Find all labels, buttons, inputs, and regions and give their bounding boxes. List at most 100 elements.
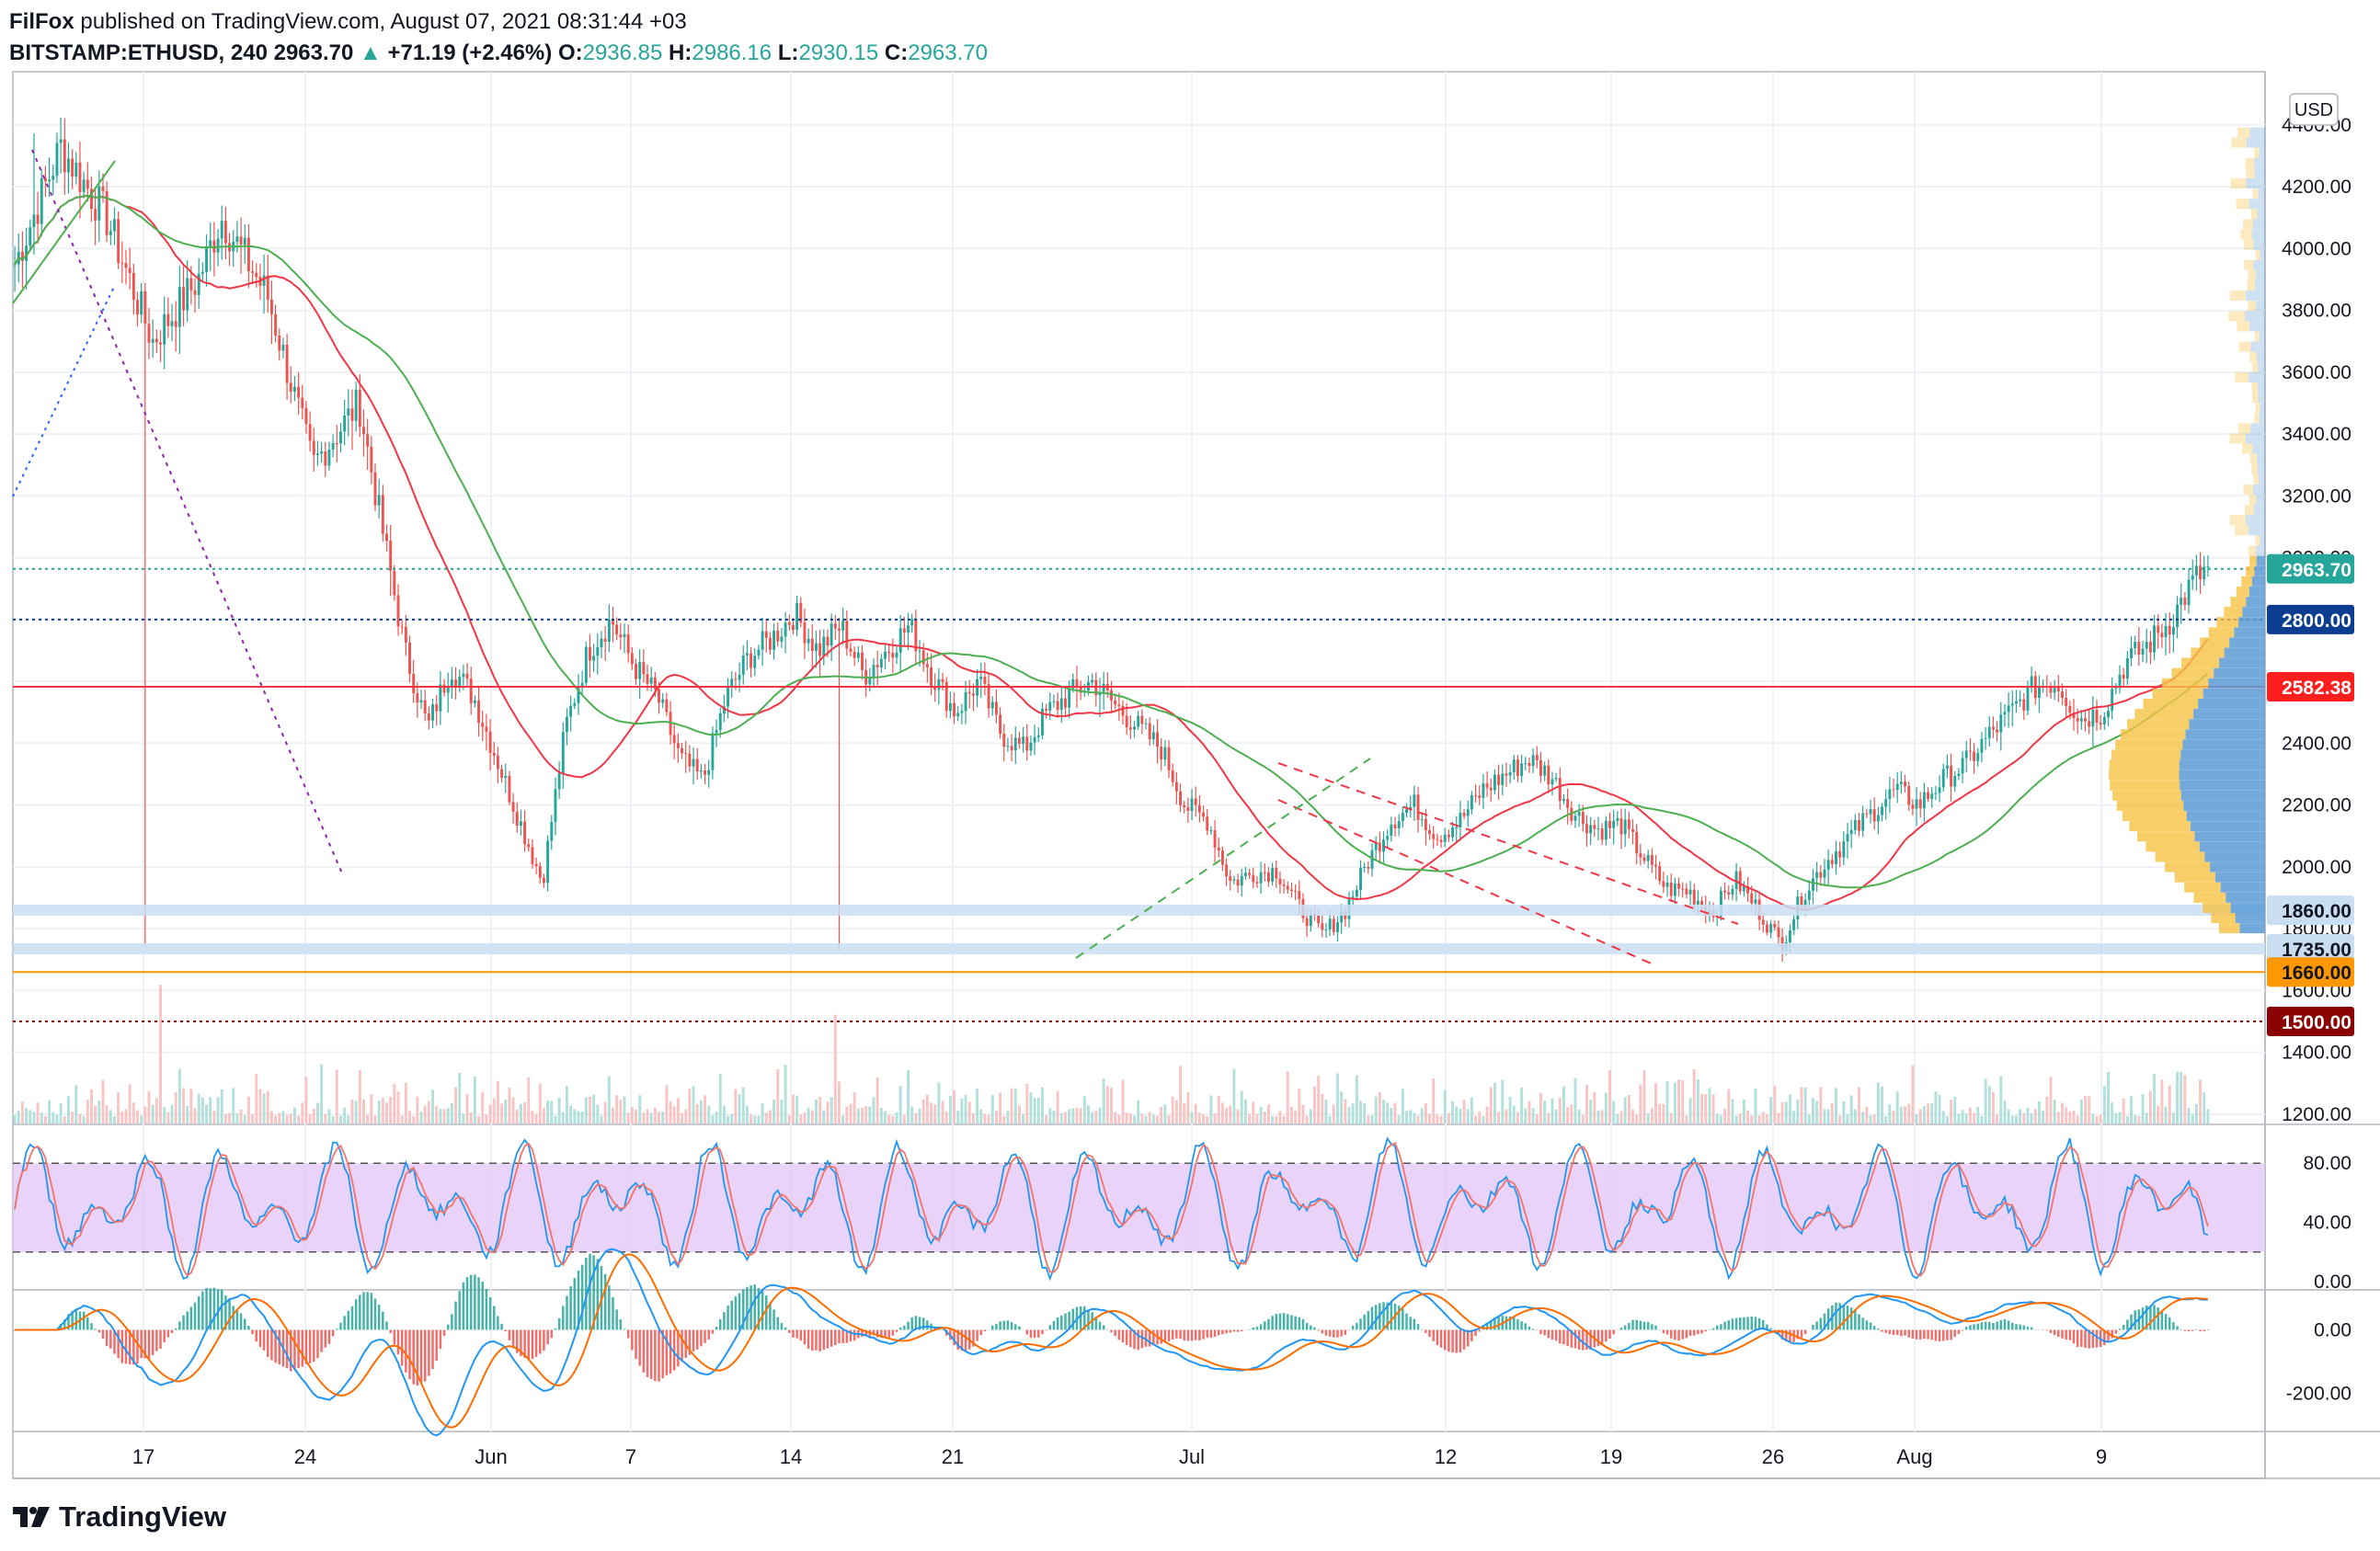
candle-body <box>343 416 346 431</box>
macd-hist-bar <box>1179 1329 1182 1339</box>
volume-bar <box>1447 1113 1450 1123</box>
candle-body <box>910 619 913 625</box>
volume-bar <box>1252 1101 1254 1123</box>
volume-bar <box>704 1095 706 1123</box>
vp-bar-buy <box>2258 393 2265 403</box>
candle-body <box>1831 860 1834 864</box>
macd-hist-bar <box>700 1329 703 1346</box>
candle-body <box>569 706 572 717</box>
volume-bar <box>1302 1105 1305 1123</box>
volume-bar <box>255 1074 257 1123</box>
vp-bar-sell <box>2129 821 2190 831</box>
macd-hist-bar <box>1543 1329 1546 1335</box>
volume-bar <box>1198 1112 1201 1123</box>
volume-bar <box>186 1106 189 1123</box>
volume-bar <box>1796 1100 1799 1123</box>
candle-body <box>1562 799 1565 801</box>
volume-bar <box>1149 1112 1151 1123</box>
y-tick-label: 2400.00 <box>2282 733 2351 754</box>
macd-hist-bar <box>316 1329 319 1358</box>
volume-bar <box>1313 1087 1316 1123</box>
candle-body <box>102 187 105 191</box>
macd-hist-bar <box>624 1329 626 1330</box>
macd-hist-bar <box>1843 1305 1846 1329</box>
volume-bar <box>1034 1098 1036 1123</box>
candle-body <box>117 219 120 262</box>
candle-body <box>1160 747 1162 759</box>
volume-bar <box>1735 1116 1738 1123</box>
volume-bar <box>780 1100 783 1123</box>
volume-bar <box>1969 1108 1972 1123</box>
macd-hist-bar <box>1317 1329 1320 1330</box>
macd-hist-bar <box>1939 1329 1941 1341</box>
symbol-label[interactable]: BITSTAMP:ETHUSD, 240 <box>9 40 268 65</box>
macd-hist-bar <box>1106 1329 1109 1330</box>
macd-hist-bar <box>1704 1329 1707 1331</box>
candle-body <box>198 274 200 295</box>
candle-body <box>1214 830 1217 848</box>
volume-bar <box>1363 1103 1366 1123</box>
volume-bar <box>2100 1114 2102 1123</box>
candle-body <box>263 276 266 286</box>
macd-hist-bar <box>481 1282 484 1330</box>
volume-bar <box>1275 1116 1277 1123</box>
candle-body <box>1209 830 1212 831</box>
candle-body <box>1382 839 1385 851</box>
volume-bar <box>845 1106 848 1123</box>
macd-hist-bar <box>1893 1329 1895 1335</box>
macd-hist-bar <box>532 1329 534 1359</box>
volume-bar <box>1562 1087 1565 1123</box>
macd-line <box>15 1249 2208 1436</box>
vp-bar-buy <box>2234 627 2265 637</box>
macd-hist-bar <box>148 1329 151 1359</box>
x-tick-label: 12 <box>1435 1445 1457 1468</box>
candle-body <box>355 390 358 421</box>
volume-bar <box>1532 1108 1535 1123</box>
candle-body <box>1298 891 1300 899</box>
volume-bar <box>1195 1104 1197 1123</box>
macd-hist-bar <box>1191 1329 1194 1340</box>
candle-body <box>1582 812 1585 824</box>
candle-body <box>462 674 464 677</box>
candle-body <box>67 159 70 173</box>
volume-bar <box>907 1070 910 1123</box>
macd-hist-bar <box>374 1298 377 1329</box>
candle-body <box>485 727 487 732</box>
candle-body <box>182 287 185 310</box>
volume-bar <box>1191 1112 1194 1123</box>
macd-hist-bar <box>2019 1325 2021 1330</box>
volume-bar <box>2042 1111 2044 1123</box>
candle-body <box>1417 794 1420 820</box>
candle-body <box>217 238 220 252</box>
volume-bar <box>753 1115 756 1123</box>
macd-hist-bar <box>109 1329 112 1348</box>
candle-body <box>40 178 43 224</box>
macd-hist-bar <box>899 1328 902 1330</box>
volume-bar <box>132 1102 135 1123</box>
volume-bar <box>2103 1086 2106 1123</box>
macd-hist-bar <box>1290 1315 1293 1329</box>
volume-bar <box>635 1110 637 1123</box>
volume-bar <box>232 1088 235 1123</box>
candle-body <box>1674 884 1676 896</box>
candle-body <box>1996 729 1998 732</box>
volume-bar <box>2142 1094 2145 1123</box>
volume-bar <box>1117 1114 1120 1123</box>
volume-bar <box>2096 1116 2099 1123</box>
vp-bar-buy <box>2255 168 2265 178</box>
macd-hist-bar <box>2069 1329 2072 1340</box>
candle-body <box>1271 868 1274 882</box>
tradingview-logo[interactable]: TradingView <box>11 1500 226 1534</box>
author-name[interactable]: FilFox <box>9 9 74 34</box>
candle-body <box>374 473 377 506</box>
candle-body <box>1359 868 1362 890</box>
macd-hist-bar <box>279 1329 281 1364</box>
candle-body <box>1317 916 1320 923</box>
macd-hist-bar <box>781 1323 784 1329</box>
macd-hist-bar <box>1225 1329 1228 1333</box>
vp-bar-buy <box>2253 485 2265 495</box>
candle-body <box>2022 700 2025 711</box>
macd-hist-bar <box>2188 1329 2191 1331</box>
volume-bar <box>189 1089 192 1123</box>
